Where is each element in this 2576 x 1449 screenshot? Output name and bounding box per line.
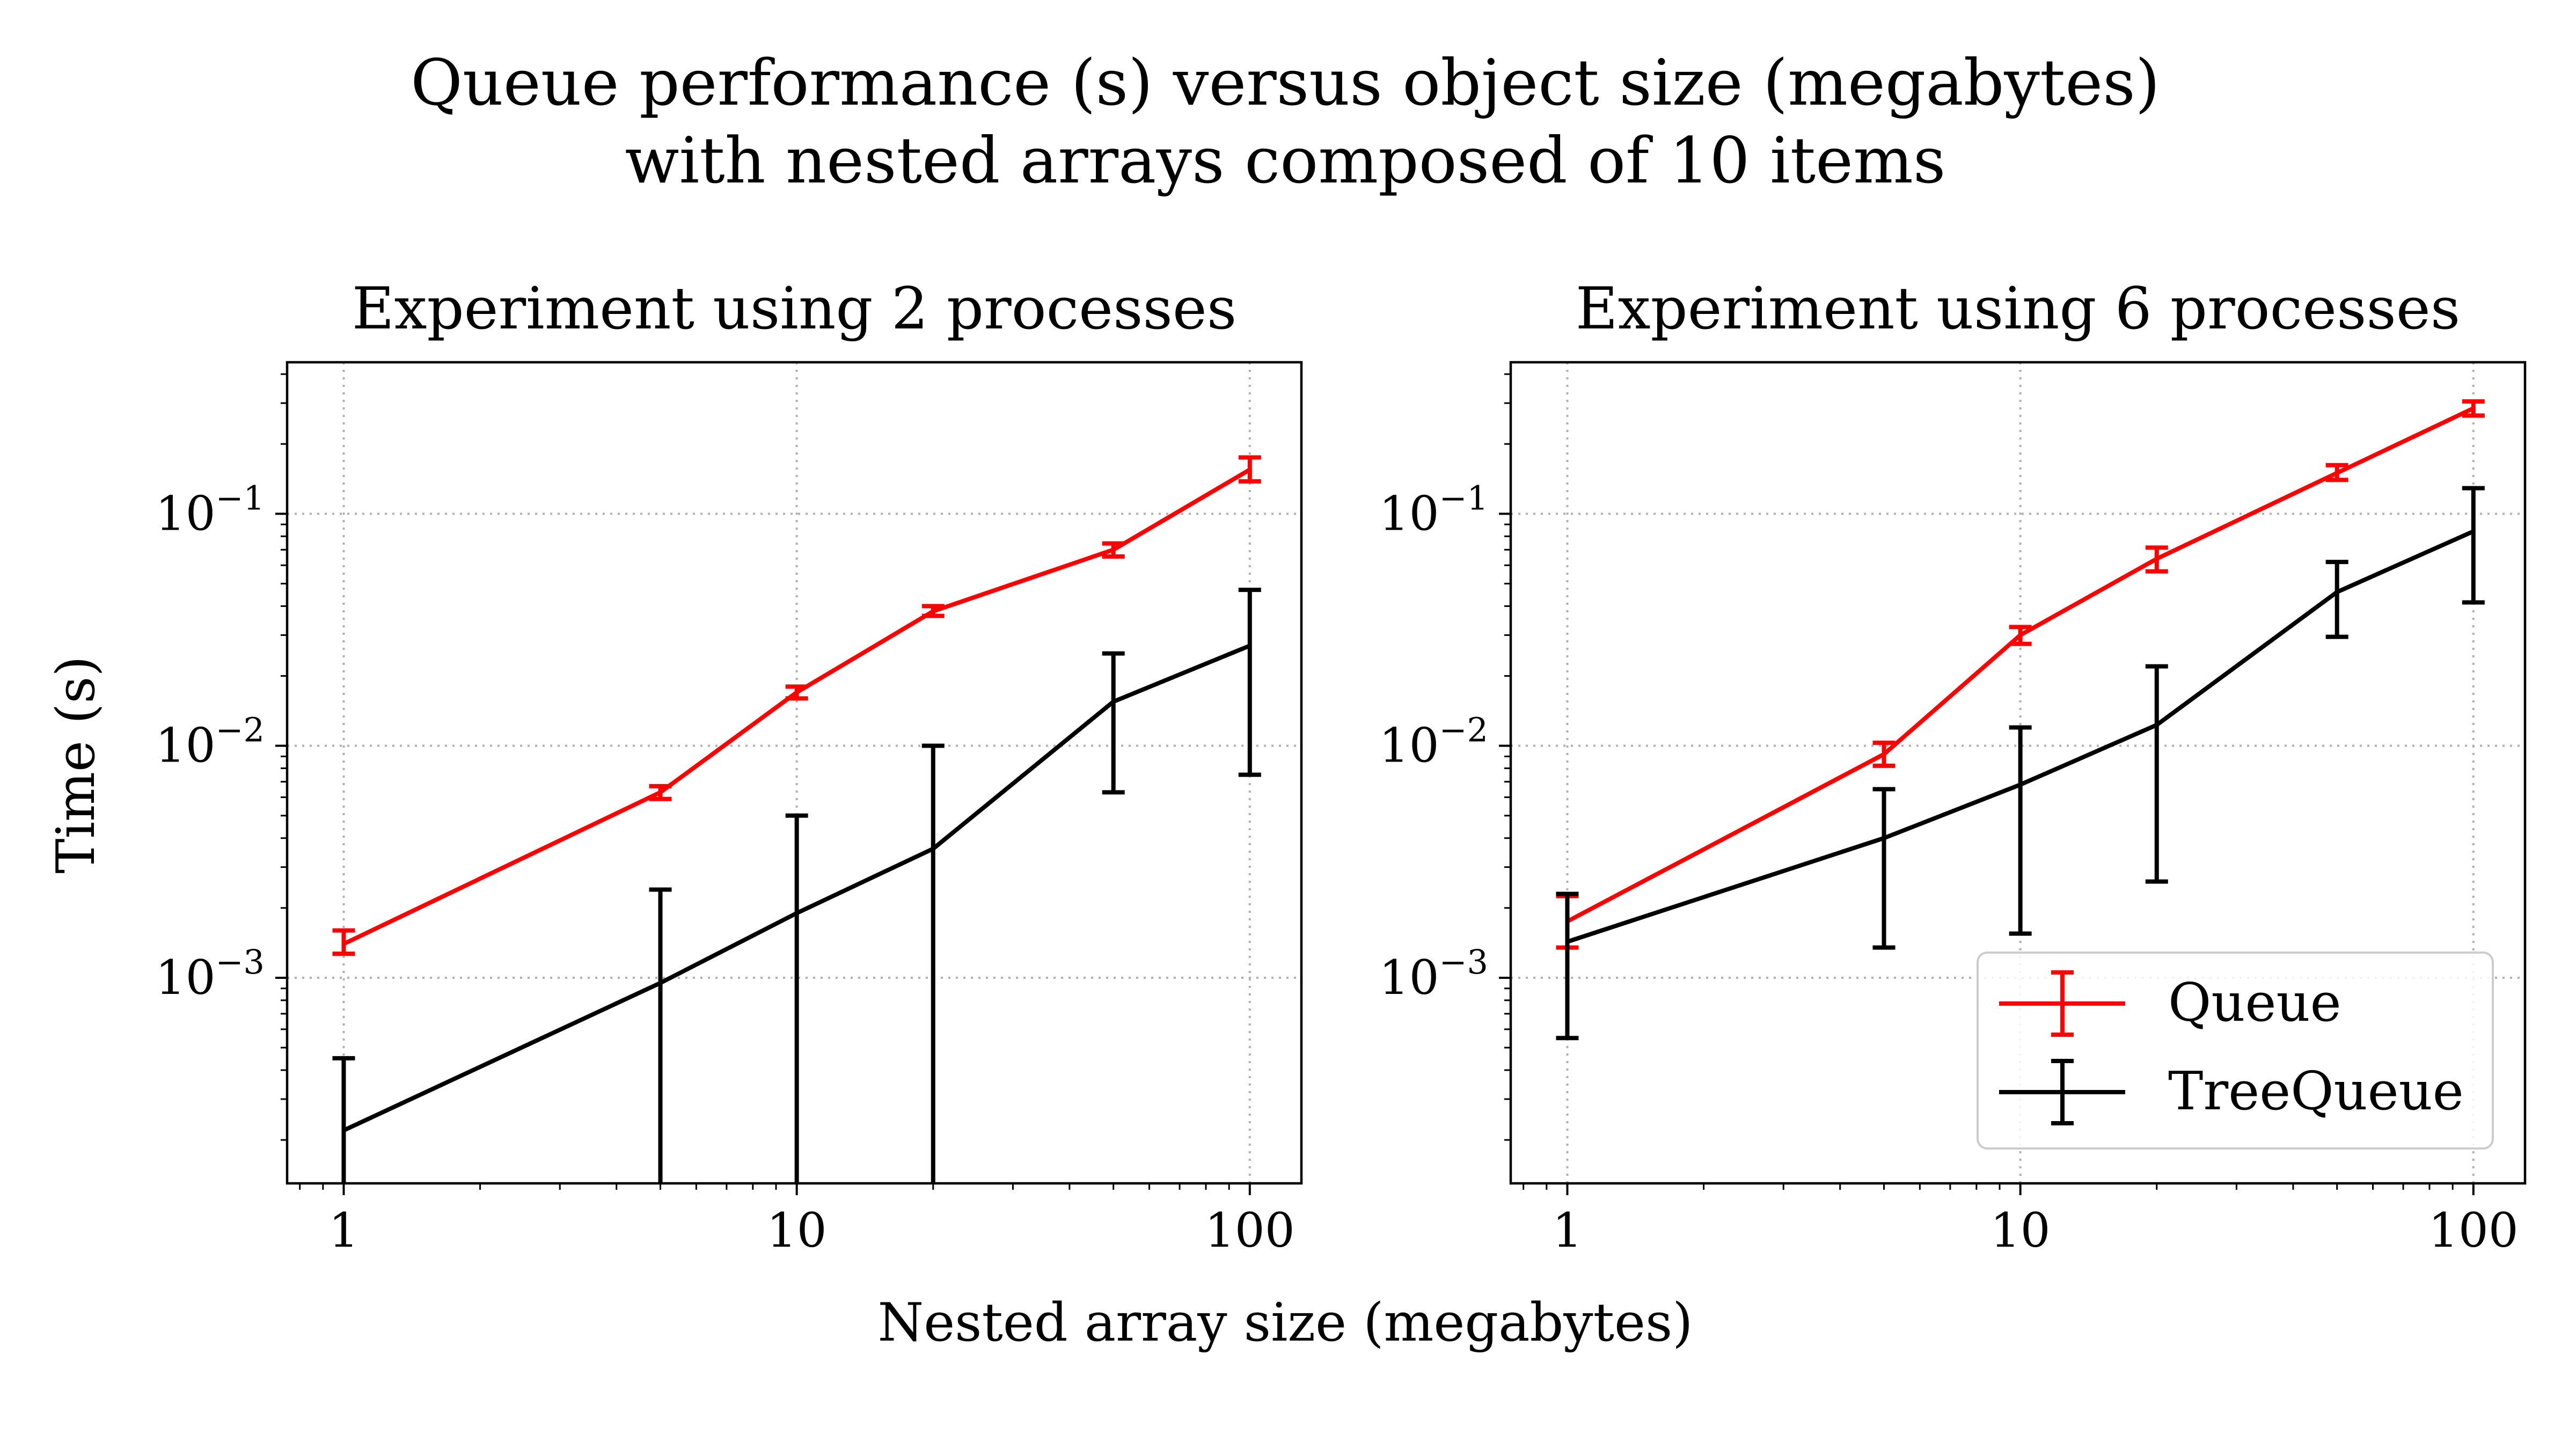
figure-title-line2: with nested arrays composed of 10 items — [625, 123, 1946, 197]
panel-title: Experiment using 6 processes — [1576, 275, 2461, 342]
series-line — [342, 467, 1251, 946]
legend: Queue TreeQueue — [1977, 952, 2494, 1150]
y-tick-label: 10−1 — [156, 478, 265, 541]
right-panel: Experiment using 6 processes 1 10 100 10−3 10… — [1379, 275, 2527, 1258]
legend-label: Queue — [2168, 972, 2341, 1034]
axes-frame — [1509, 361, 2527, 1185]
legend-entry-queue: Queue — [1999, 970, 2341, 1037]
legend-entry-treequeue: TreeQueue — [1999, 1059, 2464, 1125]
y-tick-label: 10−3 — [156, 942, 265, 1005]
series-line — [342, 643, 1251, 1132]
y-tick-label: 10−2 — [1379, 711, 1488, 773]
series-line — [1567, 529, 2475, 944]
left-panel: Experiment using 2 processes 1 10 100 10−3 10… — [156, 275, 1303, 1258]
series-queue — [1556, 399, 2485, 950]
y-tick-label: 10−2 — [156, 711, 265, 773]
x-tick-label: 10 — [1990, 1203, 2051, 1258]
x-tick-label: 1 — [328, 1203, 358, 1258]
x-tick-label: 1 — [1552, 1203, 1582, 1258]
y-tick-label: 10−3 — [1379, 942, 1488, 1005]
series-treequeue — [1556, 486, 2485, 1041]
series-line — [1566, 406, 2475, 924]
panel-title: Experiment using 2 processes — [352, 275, 1237, 342]
y-axis-label: Time (s) — [46, 656, 107, 874]
series-treequeue — [332, 588, 1261, 1183]
x-axis-label: Nested array size (megabytes) — [877, 1292, 1693, 1353]
x-tick-label: 10 — [767, 1203, 827, 1258]
y-tick-label: 10−1 — [1379, 478, 1488, 541]
legend-label: TreeQueue — [2168, 1061, 2464, 1122]
series-queue — [332, 455, 1261, 956]
figure-title-line1: Queue performance (s) versus object size… — [411, 46, 2160, 120]
axes-frame — [286, 361, 1303, 1185]
x-tick-label: 100 — [2428, 1203, 2519, 1258]
x-tick-label: 100 — [1205, 1203, 1295, 1258]
